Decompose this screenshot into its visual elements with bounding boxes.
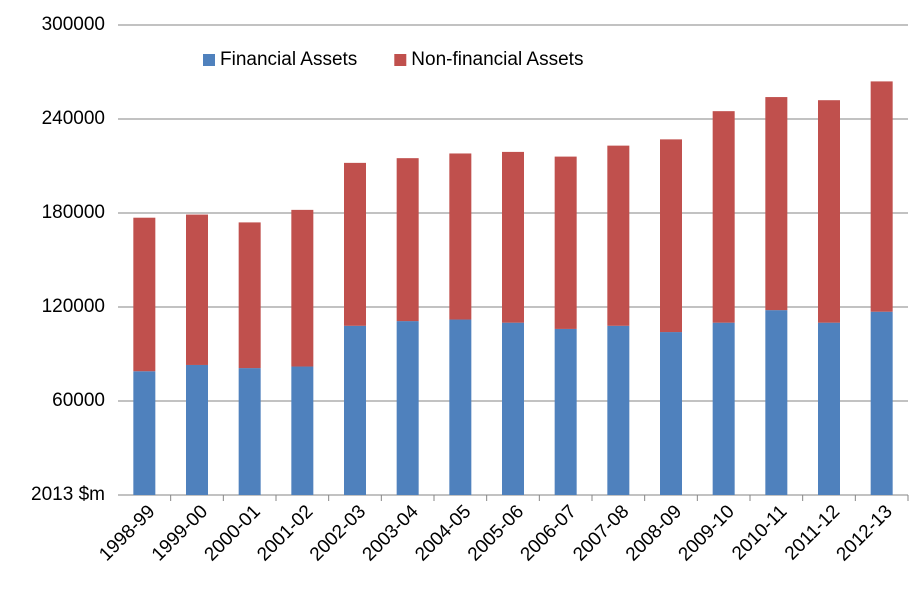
bar-segment xyxy=(344,162,366,326)
bar-segment xyxy=(396,158,419,322)
bar-segment xyxy=(238,222,261,369)
x-tick-label: 2012-13 xyxy=(833,501,897,565)
bar-segment xyxy=(502,322,524,495)
bar-segment xyxy=(291,366,314,495)
legend-label: Non-financial Assets xyxy=(411,49,583,70)
bar-segment xyxy=(818,322,840,495)
x-tick-label: 2009-10 xyxy=(675,501,739,565)
bar-segment xyxy=(502,151,524,323)
legend-swatch xyxy=(203,54,215,66)
x-tick-label: 2000-01 xyxy=(201,501,265,565)
bar-segment xyxy=(449,153,472,320)
y-tick-label: 300000 xyxy=(42,14,105,35)
x-tick-label: 2006-07 xyxy=(517,501,581,565)
bar-segment xyxy=(765,97,788,311)
x-tick-label: 1998-99 xyxy=(95,501,159,565)
bar-segment xyxy=(344,325,366,495)
bar-segment xyxy=(712,111,735,323)
bar-segment xyxy=(238,368,261,495)
bar-segment xyxy=(870,311,893,495)
bar-segment xyxy=(186,364,208,495)
bar-segment xyxy=(186,214,208,365)
x-tick-label: 2004-05 xyxy=(411,501,475,565)
bar-segment xyxy=(660,139,682,333)
x-tick-label: 1999-00 xyxy=(148,501,212,565)
y-tick-label: 2013 $m xyxy=(31,484,105,505)
bar-segment xyxy=(291,209,314,367)
x-tick-label: 2003-04 xyxy=(359,501,423,565)
bar-segment xyxy=(607,145,630,326)
bar-segment xyxy=(607,325,630,495)
bar-segment xyxy=(396,321,419,495)
bar-segment xyxy=(133,217,156,372)
legend-swatch xyxy=(394,54,407,66)
bar-segment xyxy=(712,322,735,495)
bar-segment xyxy=(818,100,840,323)
legend-label: Financial Assets xyxy=(220,49,357,70)
x-tick-label: 2010-11 xyxy=(728,501,791,564)
y-tick-label: 240000 xyxy=(42,108,105,129)
x-tick-label: 2002-03 xyxy=(306,501,370,565)
x-tick-label: 2001-02 xyxy=(253,501,317,565)
bar-segment xyxy=(765,310,788,495)
bar-segment xyxy=(449,319,472,495)
x-tick-label: 2005-06 xyxy=(464,501,528,565)
bar-segment xyxy=(870,81,893,312)
x-tick-label: 2011-12 xyxy=(781,501,844,564)
y-tick-label: 120000 xyxy=(42,296,105,317)
x-tick-label: 2008-09 xyxy=(622,501,686,565)
bar-segment xyxy=(554,328,577,495)
y-tick-label: 60000 xyxy=(52,390,105,411)
bar-segment xyxy=(554,156,577,329)
bar-segment xyxy=(133,371,156,495)
y-tick-label: 180000 xyxy=(42,202,105,223)
x-tick-label: 2007-08 xyxy=(569,501,633,565)
bar-segment xyxy=(660,332,682,495)
